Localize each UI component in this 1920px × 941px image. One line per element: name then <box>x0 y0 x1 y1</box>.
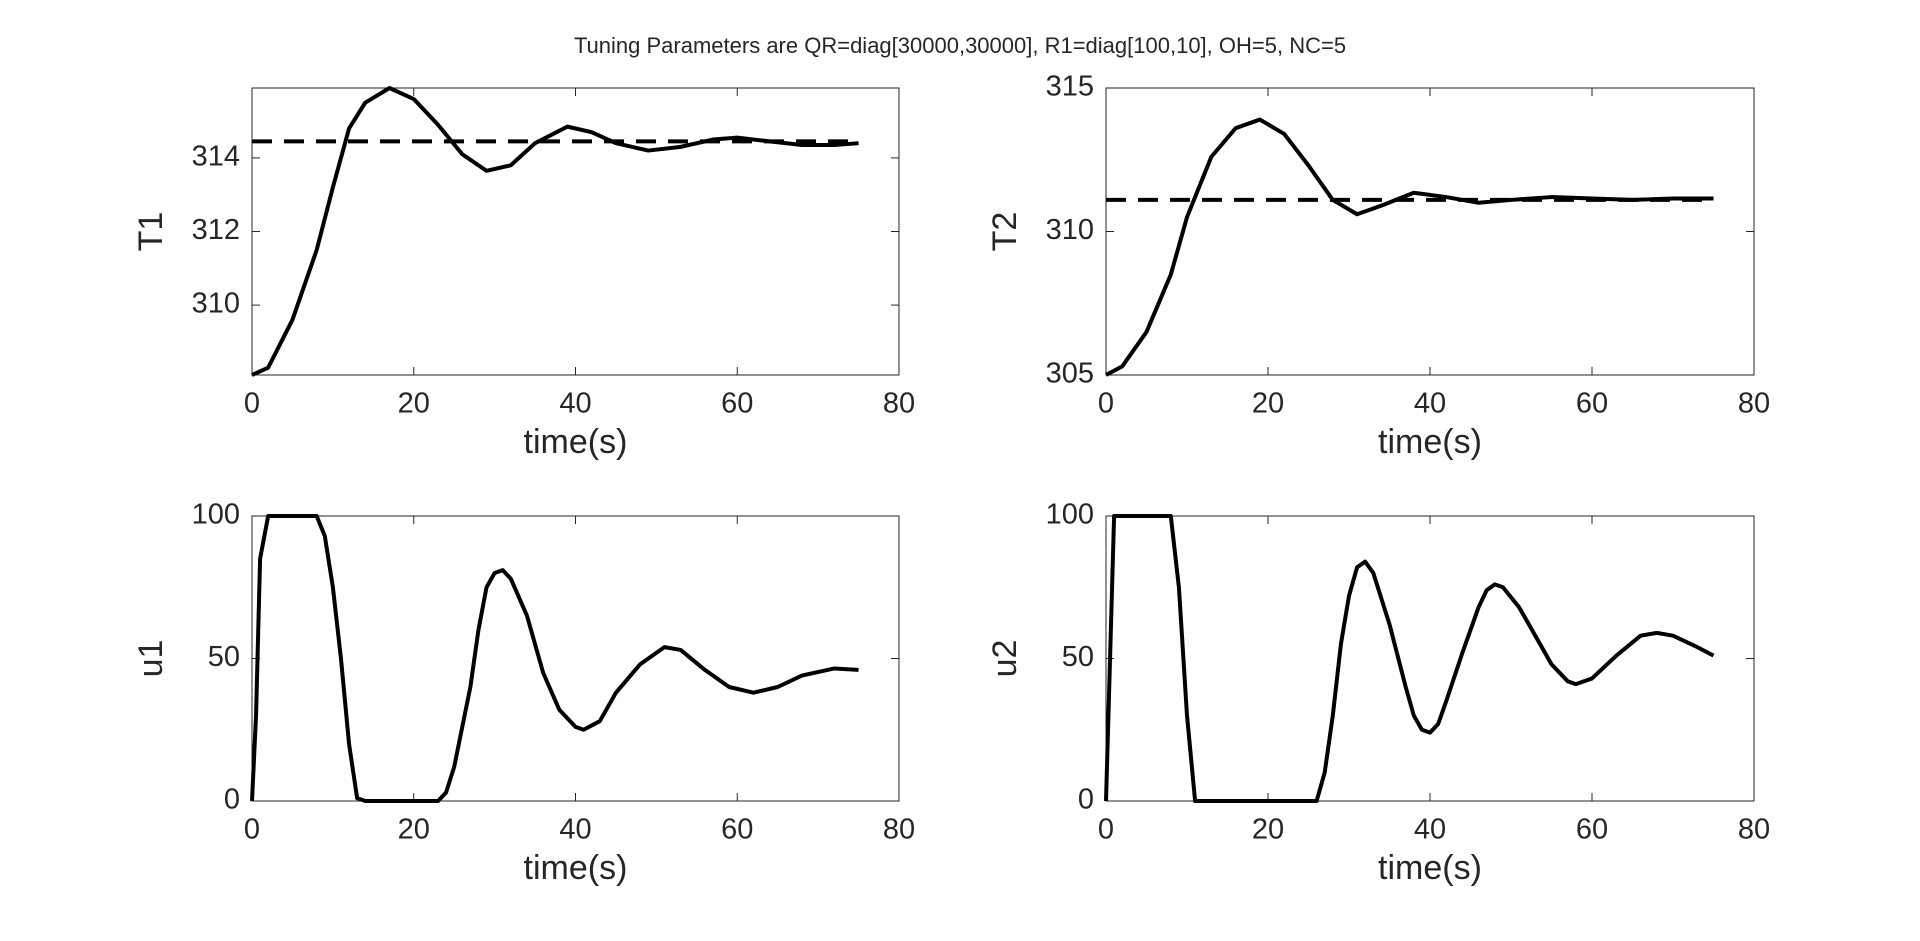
y-tick-label: 310 <box>1046 214 1094 246</box>
x-tick-label: 0 <box>1098 814 1114 846</box>
x-tick-label: 60 <box>1576 814 1608 846</box>
y-tick-label: 0 <box>1078 784 1094 816</box>
y-axis-label: u1 <box>132 640 170 678</box>
x-tick-label: 0 <box>1098 388 1114 420</box>
plot-area <box>1105 515 1755 802</box>
x-tick-label: 80 <box>883 388 915 420</box>
x-tick-label: 60 <box>1576 388 1608 420</box>
x-tick-label: 20 <box>398 814 430 846</box>
plot-area <box>1105 87 1755 376</box>
x-tick-label: 80 <box>1738 388 1770 420</box>
figure-title: Tuning Parameters are QR=diag[30000,3000… <box>574 33 1346 58</box>
y-tick-label: 100 <box>192 499 240 531</box>
plot-area <box>251 87 900 376</box>
x-tick-label: 40 <box>1414 814 1446 846</box>
plot-area <box>251 515 900 802</box>
line <box>250 514 859 803</box>
y-tick-label: 315 <box>1046 71 1094 103</box>
y-tick-label: 100 <box>1046 499 1094 531</box>
x-tick-label: 20 <box>398 388 430 420</box>
x-tick-label: 80 <box>1738 814 1770 846</box>
x-tick-label: 40 <box>1414 388 1446 420</box>
x-tick-label: 60 <box>721 388 753 420</box>
x-tick-label: 0 <box>244 388 260 420</box>
x-tick-label: 40 <box>559 814 591 846</box>
x-tick-label: 40 <box>559 388 591 420</box>
x-tick-label: 0 <box>244 814 260 846</box>
x-axis-label: time(s) <box>524 849 628 887</box>
y-tick-label: 310 <box>192 288 240 320</box>
x-axis-label: time(s) <box>1378 849 1482 887</box>
x-axis-label: time(s) <box>524 423 628 461</box>
x-tick-label: 20 <box>1252 388 1284 420</box>
x-axis-label: time(s) <box>1378 423 1482 461</box>
y-tick-label: 305 <box>1046 358 1094 390</box>
y-axis-label: T1 <box>132 212 170 252</box>
x-tick-label: 60 <box>721 814 753 846</box>
y-tick-label: 50 <box>1062 641 1094 673</box>
y-axis-label: u2 <box>986 640 1024 678</box>
line <box>1105 117 1714 377</box>
y-tick-label: 0 <box>224 784 240 816</box>
x-tick-label: 80 <box>883 814 915 846</box>
line <box>251 86 859 377</box>
line <box>1104 514 1715 803</box>
y-axis-label: T2 <box>986 212 1024 252</box>
x-tick-label: 20 <box>1252 814 1284 846</box>
y-tick-label: 50 <box>208 641 240 673</box>
y-tick-label: 312 <box>192 214 240 246</box>
y-tick-label: 314 <box>192 141 240 173</box>
